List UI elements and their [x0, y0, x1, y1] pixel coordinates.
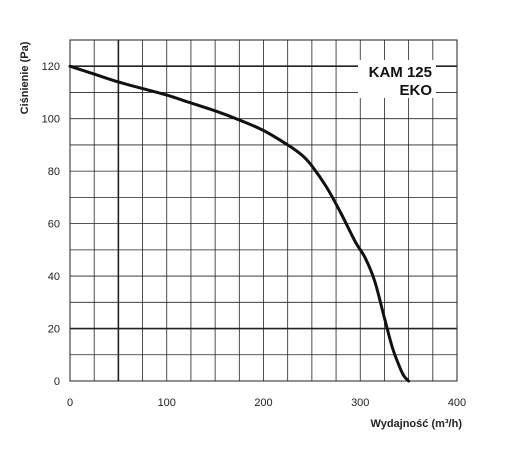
y-tick-label: 60 [48, 219, 60, 231]
model-label-line2: EKO [399, 82, 432, 99]
x-tick-labels: 0 100 200 300 400 [67, 397, 466, 409]
x-tick-label: 0 [67, 397, 73, 409]
y-tick-label: 120 [42, 61, 60, 73]
y-tick-label: 100 [42, 114, 60, 126]
x-tick-label: 200 [254, 397, 272, 409]
y-axis-label: Ciśnienie (Pa) [19, 41, 31, 114]
x-tick-label: 400 [448, 397, 466, 409]
curve-layer [68, 64, 411, 383]
y-tick-label: 80 [48, 166, 60, 178]
model-label-line1: KAM 125 [369, 64, 432, 81]
x-axis-label: Wydajność (m³/h) [371, 418, 463, 430]
plot-frame [69, 39, 458, 382]
y-tick-label: 40 [48, 271, 60, 283]
y-tick-label: 0 [54, 376, 60, 388]
y-tick-labels: 0 20 40 60 80 100 120 [42, 61, 60, 388]
x-tick-label: 100 [158, 397, 176, 409]
annotation-background [358, 60, 436, 98]
x-tick-label: 300 [351, 397, 369, 409]
y-tick-label: 20 [48, 324, 60, 336]
series-line-0 [68, 64, 411, 383]
